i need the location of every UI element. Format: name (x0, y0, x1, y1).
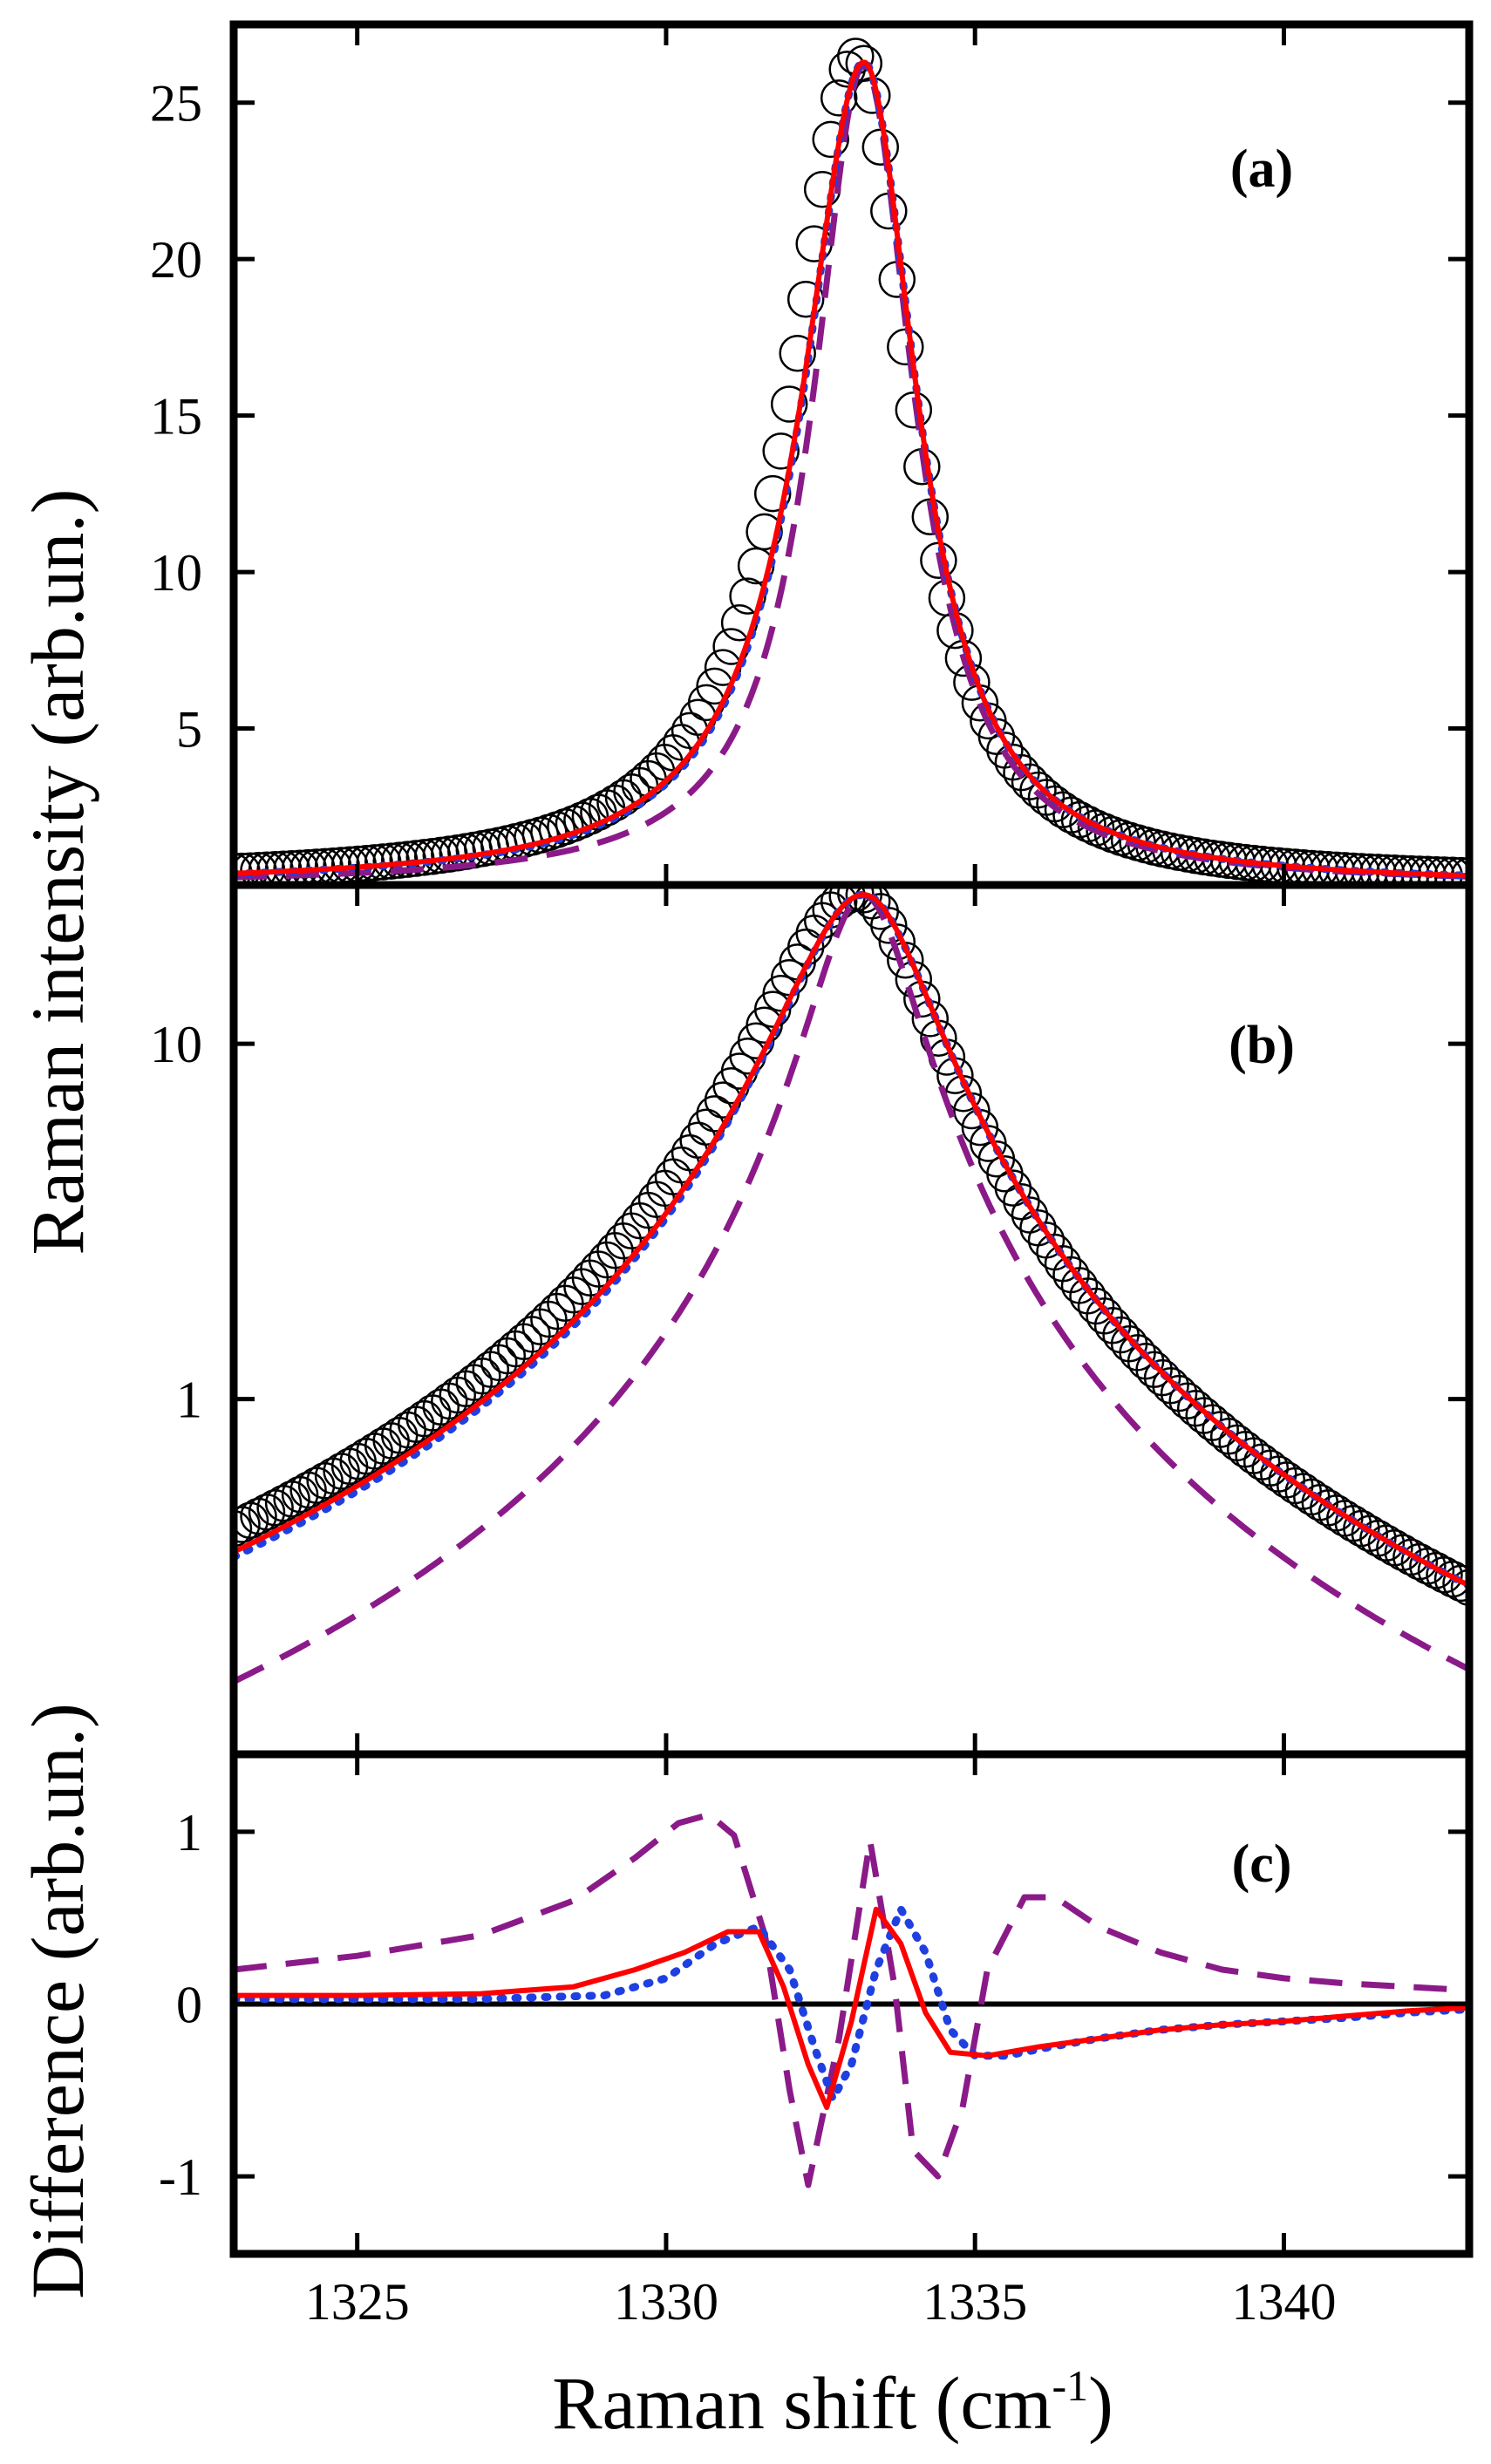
data-point (234, 1506, 261, 1543)
data-point (1417, 1551, 1455, 1589)
panel-b-series (234, 885, 1469, 1685)
series-fit-solid (234, 892, 1469, 1589)
data-point (571, 798, 609, 835)
data-point (1052, 796, 1090, 834)
data-point (264, 1485, 303, 1522)
data-point (820, 885, 858, 921)
data-point (234, 1509, 253, 1548)
panel-c: -1 0 1 (c) (159, 1804, 1469, 2206)
x-axis-title-main: Raman shift (cm (552, 2361, 1052, 2445)
x-axis-title-suffix: ) (1088, 2361, 1113, 2445)
series-fit-dotted (234, 890, 1469, 1589)
data-point (820, 79, 858, 117)
data-point (1060, 800, 1099, 839)
data-point (1426, 1555, 1463, 1594)
data-point (1450, 1569, 1469, 1606)
panel-a: 5 10 15 20 25 (a) (150, 37, 1469, 885)
y-tick-label: 20 (150, 231, 202, 289)
data-point (786, 280, 825, 318)
data-point (580, 793, 617, 831)
y-tick-label: 5 (176, 701, 202, 759)
panel-a-y-ticks: 5 10 15 20 25 (150, 75, 1469, 759)
data-point (273, 1480, 310, 1518)
data-point (555, 805, 593, 842)
y-tick-label: 0 (176, 1977, 202, 2034)
y-axis-title-difference: Difference (arb.un.) (16, 1703, 99, 2299)
data-point (887, 328, 924, 366)
x-axis-ticks: 1325 1330 1335 1340 (305, 24, 1336, 2331)
panel-c-series (234, 1811, 1469, 2188)
panel-label-b: (b) (1229, 1016, 1295, 1075)
series-diff-solid (234, 1906, 1469, 2111)
data-point (1077, 809, 1115, 847)
panel-b-y-ticks: 1 10 (150, 1016, 1469, 1429)
x-axis-title-superscript: -1 (1052, 2361, 1088, 2410)
panel-b: 1 10 (b) (150, 885, 1469, 1685)
data-point (234, 1501, 269, 1540)
series-data (234, 37, 1469, 885)
y-tick-label: 25 (150, 75, 202, 133)
series-diff-dashed (234, 1811, 1469, 2188)
data-point (911, 498, 950, 536)
data-point (256, 1488, 294, 1527)
series-data (234, 885, 1469, 1606)
data-point (870, 907, 908, 944)
data-point (563, 801, 601, 839)
y-tick-label: 10 (150, 1016, 202, 1073)
y-axis-title-intensity: Raman intensity (arb.un.) (16, 489, 99, 1256)
x-tick-label: 1325 (305, 2273, 410, 2331)
panel-label-c: (c) (1232, 1834, 1292, 1894)
data-point (1400, 1542, 1439, 1581)
data-point (770, 385, 808, 423)
data-point (240, 1497, 277, 1535)
y-tick-label: 10 (150, 544, 202, 602)
series-fit-dashed (234, 892, 1469, 1685)
x-tick-label: 1335 (923, 2273, 1027, 2331)
x-tick-label: 1340 (1231, 2273, 1336, 2331)
series-fit-solid (234, 59, 1469, 879)
data-point (861, 128, 900, 167)
y-tick-label: 1 (176, 1804, 202, 1862)
data-point (1433, 1560, 1469, 1598)
data-point (762, 432, 800, 470)
data-point (1392, 1538, 1430, 1576)
data-point (812, 120, 849, 159)
panel-label-a: (a) (1230, 140, 1293, 199)
panel-a-series (234, 37, 1469, 885)
x-tick-label: 1330 (614, 2273, 718, 2331)
y-tick-label: 1 (176, 1372, 202, 1429)
data-point (1442, 1564, 1469, 1603)
y-tick-label: 15 (150, 388, 202, 446)
data-point (1069, 805, 1106, 843)
data-point (928, 579, 966, 617)
y-tick-label: -1 (159, 2148, 202, 2206)
data-point (1409, 1547, 1447, 1585)
x-axis-title: Raman shift (cm-1) (552, 2361, 1113, 2445)
panel-c-frame (229, 1750, 1474, 2258)
data-point (779, 334, 816, 372)
data-point (248, 1493, 286, 1531)
data-point (1003, 1183, 1040, 1221)
data-point (753, 474, 792, 513)
